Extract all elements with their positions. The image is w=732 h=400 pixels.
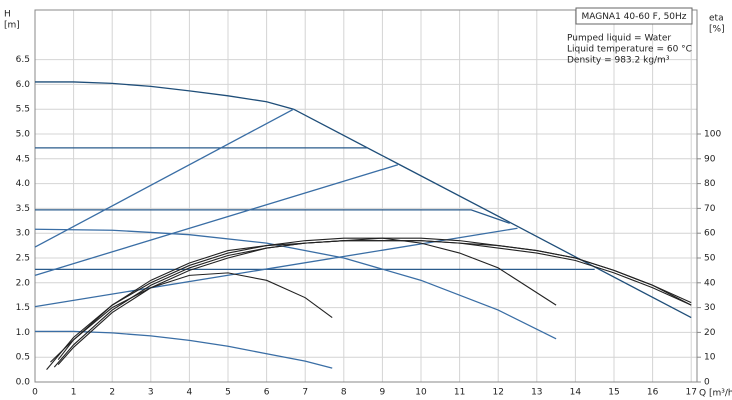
head-curve bbox=[34, 108, 294, 248]
head-curve bbox=[34, 228, 557, 340]
y2-tick-label: 50 bbox=[704, 254, 716, 264]
chart-title: MAGNA1 40-60 F, 50Hz bbox=[581, 12, 686, 22]
y2-tick-label: 100 bbox=[704, 130, 721, 140]
x-tick-label: 7 bbox=[302, 388, 308, 398]
x-tick-label: 17 bbox=[685, 388, 696, 398]
head-curve bbox=[34, 164, 399, 276]
x-tick-label: 5 bbox=[225, 388, 231, 398]
y-tick-label: 3.5 bbox=[16, 204, 30, 214]
x-tick-label: 8 bbox=[341, 388, 347, 398]
x-tick-label: 1 bbox=[71, 388, 77, 398]
y-tick-label: 6.0 bbox=[16, 80, 31, 90]
annotation: Pumped liquid = Water bbox=[567, 34, 671, 44]
y-tick-label: 3.0 bbox=[16, 229, 31, 239]
x-tick-label: 11 bbox=[454, 388, 465, 398]
y2-tick-label: 70 bbox=[704, 204, 716, 214]
y-tick-label: 2.0 bbox=[16, 278, 31, 288]
y-tick-label: 4.0 bbox=[16, 179, 31, 189]
y-tick-label: 0.5 bbox=[16, 353, 30, 363]
y2-tick-label: 80 bbox=[704, 179, 716, 189]
x-axis-label: Q [m³/h] bbox=[699, 389, 732, 399]
x-tick-label: 9 bbox=[380, 388, 386, 398]
y-axis-unit: [m] bbox=[4, 21, 20, 31]
y-tick-label: 0.0 bbox=[16, 378, 31, 388]
x-tick-label: 6 bbox=[264, 388, 270, 398]
y2-tick-label: 90 bbox=[704, 154, 716, 164]
y2-axis-label: eta bbox=[709, 14, 724, 24]
efficiency-curve bbox=[53, 240, 692, 368]
y2-tick-label: 10 bbox=[704, 353, 716, 363]
plot-frame bbox=[34, 9, 698, 383]
x-tick-label: 14 bbox=[570, 388, 582, 398]
y-tick-label: 5.0 bbox=[16, 130, 31, 140]
y-tick-label: 2.5 bbox=[16, 254, 30, 264]
x-tick-label: 12 bbox=[492, 388, 503, 398]
y2-axis-unit: [%] bbox=[709, 25, 725, 35]
annotation: Liquid temperature = 60 °C bbox=[567, 45, 692, 55]
annotation: Density = 983.2 kg/m³ bbox=[567, 56, 670, 66]
head-curve bbox=[35, 209, 511, 224]
x-tick-label: 15 bbox=[608, 388, 619, 398]
title-box bbox=[575, 7, 693, 25]
efficiency-curve bbox=[50, 272, 333, 363]
y2-tick-label: 30 bbox=[704, 303, 716, 313]
x-tick-label: 13 bbox=[531, 388, 542, 398]
x-tick-label: 2 bbox=[109, 388, 115, 398]
y-tick-label: 4.5 bbox=[16, 154, 30, 164]
y-axis-label: H bbox=[4, 10, 11, 20]
y2-tick-label: 60 bbox=[704, 229, 716, 239]
x-tick-label: 4 bbox=[187, 388, 193, 398]
y-tick-label: 5.5 bbox=[16, 105, 30, 115]
head-curve bbox=[35, 330, 333, 369]
y-tick-label: 1.5 bbox=[16, 303, 30, 313]
head-curve bbox=[35, 81, 692, 319]
x-tick-label: 3 bbox=[148, 388, 154, 398]
x-tick-label: 0 bbox=[32, 388, 38, 398]
x-tick-label: 10 bbox=[415, 388, 427, 398]
y2-tick-label: 0 bbox=[704, 378, 710, 388]
x-tick-label: 16 bbox=[647, 388, 659, 398]
y2-tick-label: 20 bbox=[704, 328, 716, 338]
y2-tick-label: 40 bbox=[704, 278, 716, 288]
y-tick-label: 6.5 bbox=[16, 55, 30, 65]
y-tick-label: 1.0 bbox=[16, 328, 31, 338]
